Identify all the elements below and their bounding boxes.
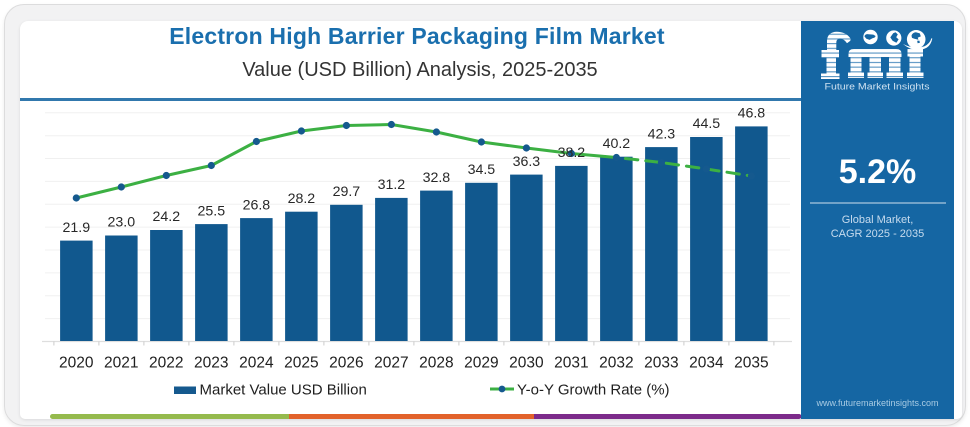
svg-text:2023: 2023	[194, 355, 228, 372]
svg-text:42.3: 42.3	[648, 126, 676, 142]
svg-text:32.8: 32.8	[423, 170, 451, 186]
svg-text:40.2: 40.2	[603, 136, 631, 152]
svg-text:2022: 2022	[149, 355, 183, 372]
svg-text:2031: 2031	[554, 355, 588, 372]
svg-text:2026: 2026	[329, 355, 363, 372]
svg-text:Future Market Insights: Future Market Insights	[825, 82, 931, 92]
svg-text:31.2: 31.2	[378, 177, 406, 193]
svg-text:24.2: 24.2	[152, 209, 180, 225]
svg-text:26.8: 26.8	[243, 197, 271, 213]
svg-text:36.3: 36.3	[513, 154, 541, 170]
svg-text:25.5: 25.5	[197, 203, 225, 219]
svg-text:2024: 2024	[239, 355, 274, 372]
svg-text:2021: 2021	[104, 355, 138, 372]
svg-text:38.2: 38.2	[558, 145, 586, 161]
svg-text:23.0: 23.0	[107, 215, 135, 231]
svg-text:2034: 2034	[689, 355, 724, 372]
svg-text:2033: 2033	[644, 355, 678, 372]
svg-text:46.8: 46.8	[738, 106, 766, 122]
svg-text:2025: 2025	[284, 355, 318, 372]
svg-text:2029: 2029	[464, 355, 498, 372]
svg-text:2032: 2032	[599, 355, 633, 372]
svg-text:44.5: 44.5	[693, 116, 721, 132]
svg-text:2020: 2020	[59, 355, 94, 372]
svg-text:28.2: 28.2	[288, 191, 316, 207]
svg-text:2027: 2027	[374, 355, 408, 372]
svg-text:Y-o-Y Growth Rate (%): Y-o-Y Growth Rate (%)	[517, 381, 670, 398]
svg-text:34.5: 34.5	[468, 162, 496, 178]
svg-text:29.7: 29.7	[333, 184, 361, 200]
svg-text:2028: 2028	[419, 355, 453, 372]
svg-text:Market Value USD Billion: Market Value USD Billion	[200, 381, 367, 398]
svg-text:2030: 2030	[509, 355, 544, 372]
svg-text:2035: 2035	[734, 355, 768, 372]
svg-text:21.9: 21.9	[62, 220, 90, 236]
